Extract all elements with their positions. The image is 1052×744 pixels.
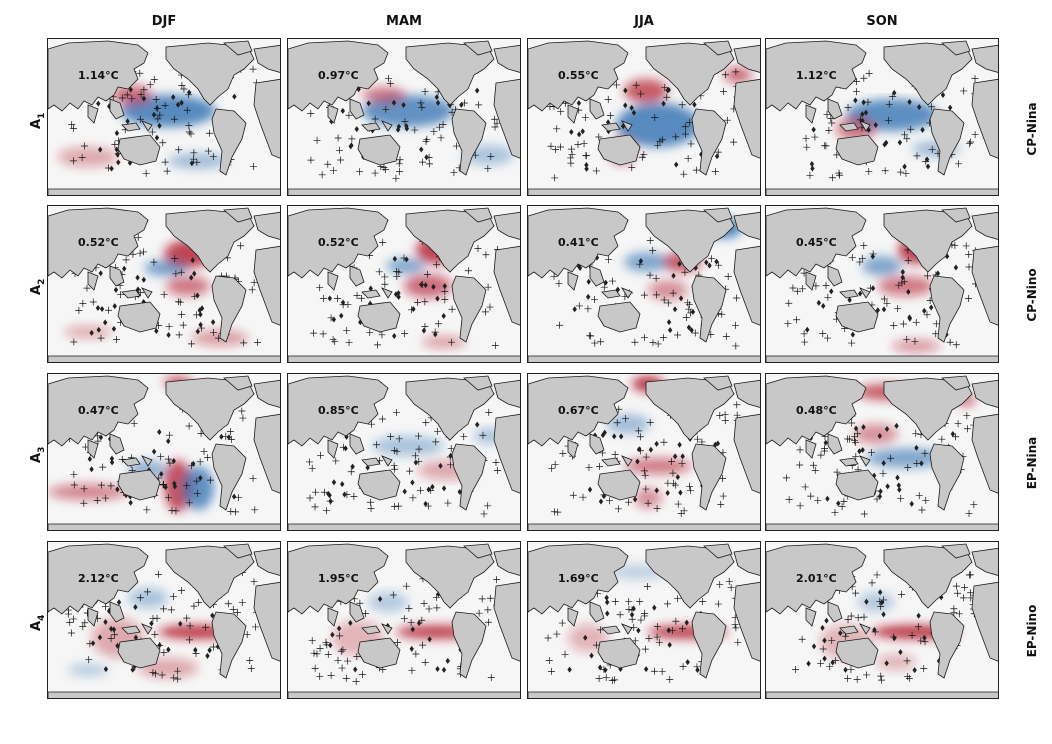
map-panel-a1-son: 1.12°C xyxy=(765,38,999,196)
map-panel-a3-mam: 0.85°C xyxy=(287,373,521,531)
sst-anomaly-map xyxy=(288,374,520,530)
row-type-a3: EP-Nina xyxy=(1025,436,1039,490)
sst-anomaly-map xyxy=(288,542,520,698)
map-panel-a3-son: 0.48°C xyxy=(765,373,999,531)
land-mask xyxy=(288,375,520,530)
column-title-mam: MAM xyxy=(386,14,422,29)
row-type-a4: EP-Nino xyxy=(1025,604,1039,658)
sst-anomaly-map xyxy=(288,206,520,362)
map-panel-a3-djf: 0.47°C xyxy=(47,373,281,531)
map-panel-a1-jja: 0.55°C xyxy=(527,38,761,196)
amplitude-label: 0.67°C xyxy=(558,404,599,417)
land-mask xyxy=(288,207,520,362)
land-mask xyxy=(48,40,280,195)
land-mask xyxy=(288,40,520,195)
amplitude-label: 0.45°C xyxy=(796,236,837,249)
land-mask xyxy=(528,207,760,362)
column-title-jja: JJA xyxy=(634,14,654,29)
row-label-a2: A2 xyxy=(29,278,47,295)
land-mask xyxy=(766,543,998,698)
sst-anomaly-map xyxy=(528,39,760,195)
land-mask xyxy=(528,375,760,530)
amplitude-label: 0.52°C xyxy=(78,236,119,249)
land-mask xyxy=(766,375,998,530)
row-label-a3: A3 xyxy=(29,446,47,463)
amplitude-label: 0.47°C xyxy=(78,404,119,417)
sst-anomaly-map xyxy=(766,374,998,530)
row-label-a1: A1 xyxy=(29,112,47,129)
amplitude-label: 1.14°C xyxy=(78,69,119,82)
sst-anomaly-map xyxy=(288,39,520,195)
amplitude-label: 0.48°C xyxy=(796,404,837,417)
sst-anomaly-map xyxy=(48,542,280,698)
row-label-a4: A4 xyxy=(29,614,47,631)
land-mask xyxy=(48,543,280,698)
map-panel-a1-djf: 1.14°C xyxy=(47,38,281,196)
land-mask xyxy=(288,543,520,698)
map-panel-a4-jja: 1.69°C xyxy=(527,541,761,699)
sst-anomaly-map xyxy=(766,206,998,362)
map-panel-a3-jja: 0.67°C xyxy=(527,373,761,531)
land-mask xyxy=(528,543,760,698)
map-panel-a2-jja: 0.41°C xyxy=(527,205,761,363)
map-panel-a2-son: 0.45°C xyxy=(765,205,999,363)
land-mask xyxy=(48,207,280,362)
sst-anomaly-map xyxy=(48,39,280,195)
sst-anomaly-map xyxy=(528,206,760,362)
land-mask xyxy=(528,40,760,195)
amplitude-label: 2.01°C xyxy=(796,572,837,585)
amplitude-label: 0.97°C xyxy=(318,69,359,82)
amplitude-label: 2.12°C xyxy=(78,572,119,585)
map-panel-a2-djf: 0.52°C xyxy=(47,205,281,363)
anomaly-field xyxy=(362,87,514,165)
map-panel-a4-son: 2.01°C xyxy=(765,541,999,699)
land-mask xyxy=(766,207,998,362)
sst-anomaly-map xyxy=(766,39,998,195)
sst-anomaly-map xyxy=(528,542,760,698)
amplitude-label: 0.41°C xyxy=(558,236,599,249)
amplitude-label: 1.95°C xyxy=(318,572,359,585)
amplitude-label: 0.85°C xyxy=(318,404,359,417)
sst-anomaly-map xyxy=(766,542,998,698)
sst-anomaly-map xyxy=(48,374,280,530)
amplitude-label: 0.52°C xyxy=(318,236,359,249)
land-mask xyxy=(48,375,280,530)
sst-anomaly-map xyxy=(528,374,760,530)
sst-anomaly-map xyxy=(48,206,280,362)
map-panel-a2-mam: 0.52°C xyxy=(287,205,521,363)
row-type-a1: CP-Nina xyxy=(1025,102,1039,156)
map-panel-a4-djf: 2.12°C xyxy=(47,541,281,699)
amplitude-label: 1.12°C xyxy=(796,69,837,82)
row-type-a2: CP-Nino xyxy=(1025,268,1039,322)
amplitude-label: 1.69°C xyxy=(558,572,599,585)
column-title-son: SON xyxy=(866,14,898,29)
map-panel-a4-mam: 1.95°C xyxy=(287,541,521,699)
amplitude-label: 0.55°C xyxy=(558,69,599,82)
column-title-djf: DJF xyxy=(151,14,177,29)
significance-stipple xyxy=(64,569,261,683)
land-mask xyxy=(766,40,998,195)
map-panel-a1-mam: 0.97°C xyxy=(287,38,521,196)
